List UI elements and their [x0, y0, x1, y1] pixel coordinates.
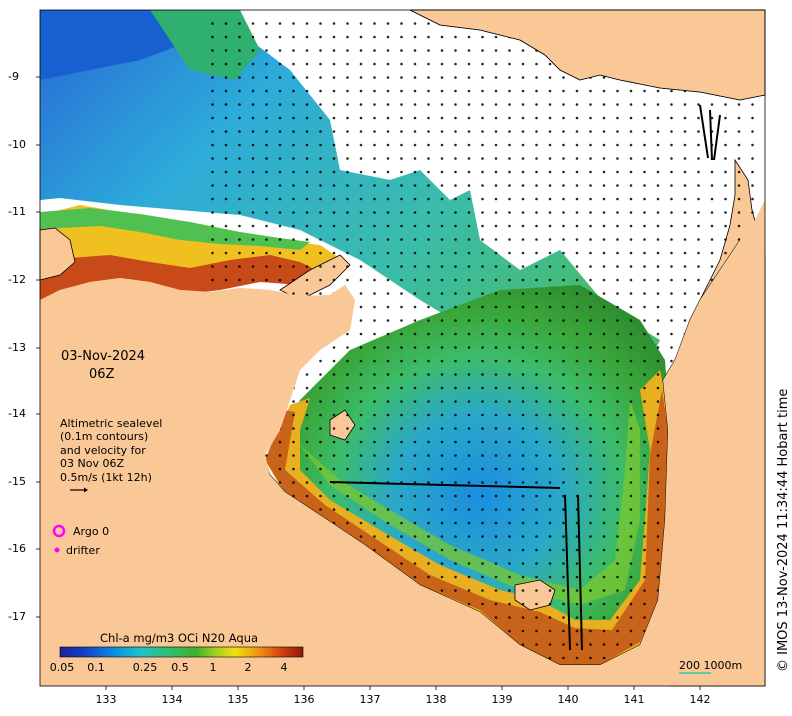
date-label: 03-Nov-2024 [61, 349, 146, 364]
time-label: 06Z [89, 367, 115, 382]
x-tick-label: 138 [425, 693, 447, 706]
current-arrows [329, 104, 721, 651]
colorbar-tick: 0.25 [132, 661, 158, 674]
legend-line: 0.5m/s (1kt 12h) [60, 470, 152, 484]
legend-line: Altimetric sealevel [60, 417, 163, 430]
y-tick-label: -13 [8, 341, 26, 354]
argo-marker [52, 524, 66, 538]
colorbar-tick: 4 [280, 661, 288, 674]
y-tick-label: -17 [8, 610, 26, 623]
depth-scale-label: 200 1000m [679, 659, 743, 672]
legend-line: (0.1m contours) [60, 430, 149, 444]
x-tick-label: 142 [689, 693, 711, 706]
legend-line: 03 Nov 06Z [60, 457, 124, 471]
colorbar-tick: 0.5 [171, 661, 189, 674]
argo-label: Argo 0 [73, 525, 110, 538]
date-time-label: 03-Nov-2024 06Z [61, 348, 145, 384]
colorbar [59, 646, 304, 658]
y-tick-label: -15 [8, 475, 26, 488]
y-tick-label: -16 [8, 542, 26, 555]
copyright-label: © IMOS 13-Nov-2024 11:34:44 Hobart time [776, 388, 791, 672]
x-tick-label: 137 [359, 693, 381, 706]
colorbar-tick: 0.05 [49, 661, 75, 674]
x-tick-label: 135 [227, 693, 249, 706]
x-tick-label: 136 [293, 693, 315, 706]
colorbar-tick: 0.1 [87, 661, 105, 674]
x-tick-label: 134 [161, 693, 183, 706]
x-tick-label: 141 [623, 693, 645, 706]
colorbar-tick: 1 [209, 661, 217, 674]
drifter-marker [54, 547, 60, 553]
colorbar-title: Chl-a mg/m3 OCi N20 Aqua [100, 631, 259, 645]
velocity-legend: Altimetric sealevel (0.1m contours) and … [60, 417, 162, 484]
x-tick-label: 133 [95, 693, 117, 706]
x-tick-label: 140 [557, 693, 579, 706]
y-tick-label: -12 [8, 273, 26, 286]
north-coastal-band [40, 205, 345, 300]
y-tick-label: -14 [8, 407, 26, 420]
legend-line: and velocity for [60, 443, 146, 457]
y-tick-label: -9 [8, 70, 19, 83]
y-tick-label: -11 [8, 205, 26, 218]
x-tick-label: 139 [491, 693, 513, 706]
drifter-label: drifter [66, 544, 100, 557]
colorbar-tick: 2 [244, 661, 252, 674]
y-tick-label: -10 [8, 138, 26, 151]
